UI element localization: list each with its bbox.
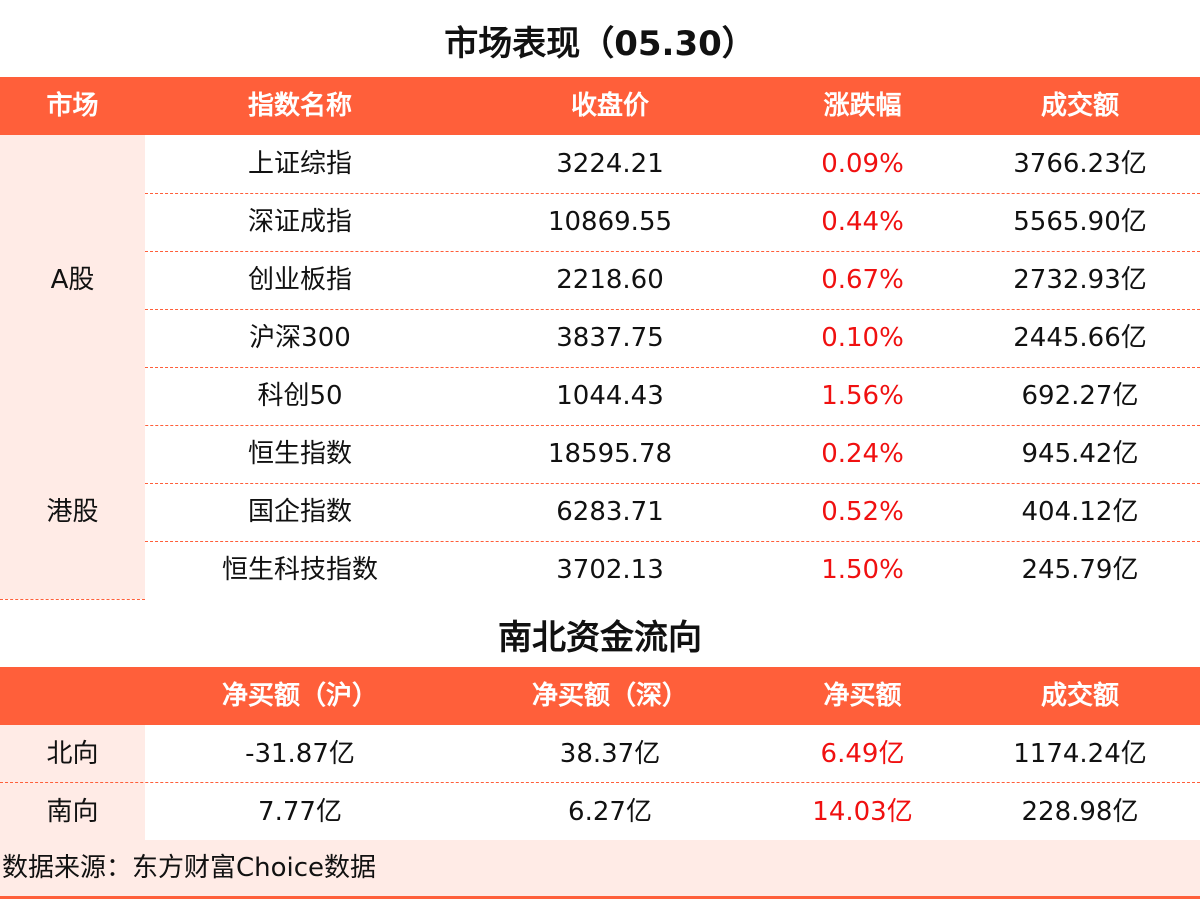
index-name: 沪深300 (249, 323, 351, 353)
index-name: 上证综指 (247, 149, 352, 179)
row-divider (0, 425, 1200, 426)
source-note: 数据来源：东方财富Choice数据 (0, 840, 1200, 899)
flow-title: 南北资金流向 (498, 618, 702, 658)
volume: 5565.90亿 (1013, 207, 1147, 237)
market-label: A股 (50, 265, 95, 295)
market-title: 市场表现（05.30） (444, 24, 756, 64)
market-cell-bg (0, 425, 145, 599)
net-buy-sz: 38.37亿 (559, 739, 661, 769)
index-name: 恒生指数 (247, 439, 352, 469)
volume: 3766.23亿 (1013, 149, 1147, 179)
close-price: 18595.78 (547, 439, 673, 469)
change-pct: 0.24% (821, 439, 904, 469)
row-divider (145, 541, 1200, 542)
row-divider (145, 367, 1200, 368)
net-buy: 14.03亿 (812, 797, 913, 827)
volume: 692.27亿 (1021, 381, 1139, 411)
table-row: 南向 7.77亿 6.27亿 14.03亿 228.98亿 (0, 783, 1200, 841)
market-label: 港股 (46, 497, 99, 527)
header-flow-volume: 成交额 (1040, 681, 1119, 711)
header-index-name: 指数名称 (247, 91, 352, 121)
table-row: 国企指数 6283.71 0.52% 404.12亿 (0, 483, 1200, 541)
header-net: 净买额 (823, 681, 902, 711)
volume: 245.79亿 (1021, 555, 1139, 585)
table-row: 沪深300 3837.75 0.10% 2445.66亿 (0, 309, 1200, 367)
change-pct: 1.56% (821, 381, 904, 411)
change-pct: 0.52% (821, 497, 904, 527)
flow-table-header: 净买额（沪） 净买额（深） 净买额 成交额 (0, 667, 1200, 725)
table-row: 恒生科技指数 3702.13 1.50% 245.79亿 (0, 541, 1200, 599)
direction: 北向 (46, 739, 99, 769)
row-divider (145, 193, 1200, 194)
net-buy-sh: 7.77亿 (258, 797, 342, 827)
flow-volume: 228.98亿 (1021, 797, 1139, 827)
change-pct: 0.09% (821, 149, 904, 179)
close-price: 2218.60 (556, 265, 664, 295)
change-pct: 0.10% (821, 323, 904, 353)
table-row: 北向 -31.87亿 38.37亿 6.49亿 1174.24亿 (0, 725, 1200, 783)
header-volume: 成交额 (1040, 91, 1119, 121)
header-close: 收盘价 (570, 91, 649, 121)
net-buy-sh: -31.87亿 (245, 739, 355, 769)
volume: 2732.93亿 (1013, 265, 1147, 295)
market-cell-bg (0, 135, 145, 425)
table-row: 深证成指 10869.55 0.44% 5565.90亿 (0, 193, 1200, 251)
table-row: 恒生指数 18595.78 0.24% 945.42亿 (0, 425, 1200, 483)
row-divider (0, 782, 1200, 783)
header-net-sh: 净买额（沪） (221, 681, 378, 711)
close-price: 3837.75 (556, 323, 664, 353)
index-name: 深证成指 (247, 207, 352, 237)
table-row: 科创50 1044.43 1.56% 692.27亿 (0, 367, 1200, 425)
volume: 404.12亿 (1021, 497, 1139, 527)
row-divider (145, 483, 1200, 484)
header-change: 涨跌幅 (823, 91, 902, 121)
change-pct: 1.50% (821, 555, 904, 585)
direction: 南向 (46, 797, 99, 827)
row-divider (145, 309, 1200, 310)
change-pct: 0.67% (821, 265, 904, 295)
volume: 2445.66亿 (1013, 323, 1147, 353)
close-price: 10869.55 (547, 207, 673, 237)
close-price: 3702.13 (556, 555, 664, 585)
market-table-header: 市场 指数名称 收盘价 涨跌幅 成交额 (0, 77, 1200, 135)
close-price: 3224.21 (556, 149, 664, 179)
source-text: 数据来源：东方财富Choice数据 (2, 853, 377, 883)
header-market: 市场 (46, 91, 99, 121)
volume: 945.42亿 (1021, 439, 1139, 469)
direction-cell-bg (0, 725, 145, 783)
close-price: 1044.43 (556, 381, 664, 411)
net-buy-sz: 6.27亿 (568, 797, 652, 827)
close-price: 6283.71 (556, 497, 664, 527)
row-divider (145, 251, 1200, 252)
change-pct: 0.44% (821, 207, 904, 237)
index-name: 恒生科技指数 (221, 555, 378, 585)
index-name: 国企指数 (247, 497, 352, 527)
table-row: 创业板指 2218.60 0.67% 2732.93亿 (0, 251, 1200, 309)
direction-cell-bg (0, 783, 145, 841)
net-buy: 6.49亿 (820, 739, 905, 769)
header-net-sz: 净买额（深） (531, 681, 688, 711)
index-name: 科创50 (257, 381, 343, 411)
table-row: 上证综指 3224.21 0.09% 3766.23亿 (0, 135, 1200, 193)
index-name: 创业板指 (247, 265, 352, 295)
row-divider (0, 599, 145, 600)
header-direction (0, 667, 145, 725)
flow-volume: 1174.24亿 (1013, 739, 1147, 769)
